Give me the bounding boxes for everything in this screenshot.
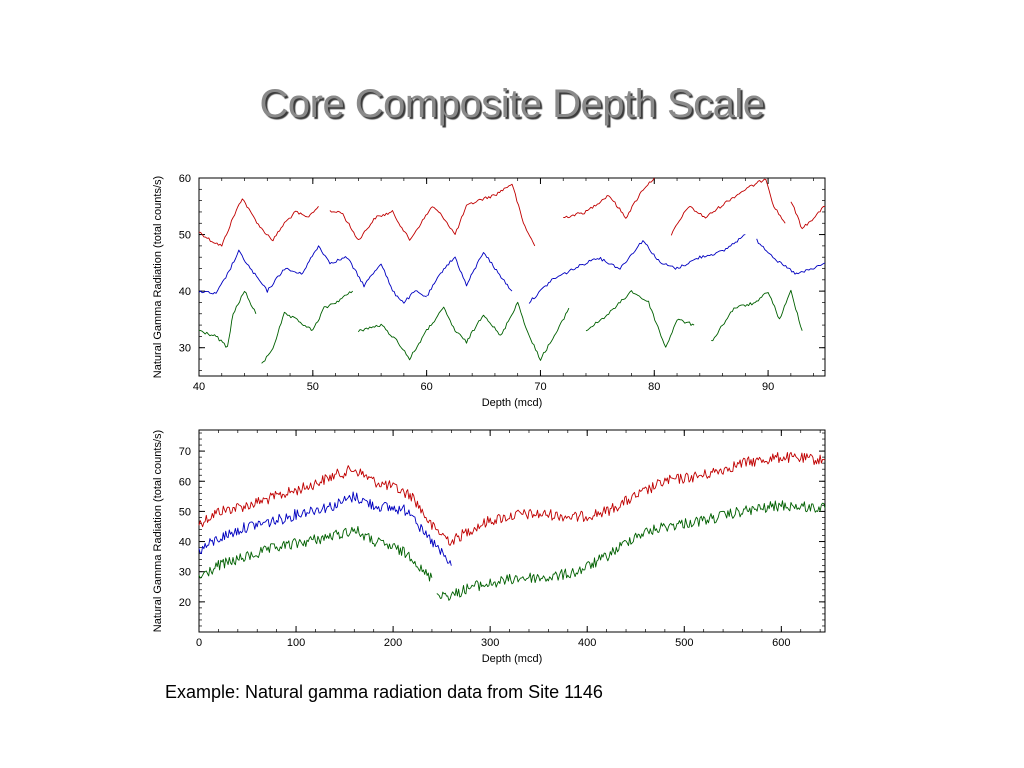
plot-frame bbox=[198, 177, 826, 377]
y-tick-label: 60 bbox=[179, 476, 191, 488]
plot-frame bbox=[198, 429, 826, 633]
x-tick-label: 90 bbox=[762, 381, 774, 393]
x-tick-label: 600 bbox=[772, 637, 790, 649]
slide-title: Core Composite Depth Scale bbox=[259, 82, 765, 126]
series-line-green bbox=[585, 290, 695, 348]
series-line-green bbox=[198, 526, 433, 582]
y-tick-label: 40 bbox=[179, 537, 191, 549]
x-tick-label: 300 bbox=[481, 637, 499, 649]
x-tick-label: 100 bbox=[287, 637, 305, 649]
x-tick-label: 200 bbox=[384, 637, 402, 649]
series-line-green bbox=[711, 289, 803, 342]
series-line-red bbox=[198, 198, 319, 247]
series-line-green bbox=[198, 290, 257, 348]
y-tick-label: 20 bbox=[179, 597, 191, 609]
series-line-blue bbox=[301, 245, 427, 304]
x-tick-label: 500 bbox=[675, 637, 693, 649]
series-line-blue bbox=[756, 238, 826, 275]
y-tick-label: 70 bbox=[179, 446, 191, 458]
x-tick-label: 70 bbox=[534, 381, 546, 393]
series-line-blue bbox=[198, 249, 302, 295]
series-line-green bbox=[261, 290, 354, 364]
x-tick-label: 40 bbox=[193, 381, 205, 393]
series-line-blue bbox=[198, 491, 452, 566]
x-axis-title: Depth (mcd) bbox=[482, 397, 543, 409]
series-line-blue bbox=[426, 252, 513, 296]
depth-chart-full-bottom: 0 100 200 300 400 500 600 20 30 40 50 60 70 Depth (mc… bbox=[152, 429, 826, 665]
y-tick-label: 60 bbox=[179, 173, 191, 185]
series-line-green bbox=[357, 301, 570, 361]
y-tick-label: 40 bbox=[179, 286, 191, 298]
y-tick-label: 30 bbox=[179, 567, 191, 579]
x-tick-label: 0 bbox=[196, 637, 202, 649]
x-tick-label: 400 bbox=[578, 637, 596, 649]
x-tick-label: 60 bbox=[421, 381, 433, 393]
y-axis-title: Natural Gamma Radiation (total counts/s) bbox=[152, 430, 164, 632]
series-line-red bbox=[563, 177, 655, 219]
x-axis-title: Depth (mcd) bbox=[482, 653, 543, 665]
y-tick-label: 30 bbox=[179, 343, 191, 355]
y-axis-title: Natural Gamma Radiation (total counts/s) bbox=[152, 176, 164, 378]
depth-chart-mcd-top: 40 50 60 70 80 90 30 40 50 60 Depth (mcd) Natural G… bbox=[152, 173, 826, 409]
series-line-red bbox=[790, 201, 826, 230]
y-tick-label: 50 bbox=[179, 230, 191, 242]
series-line-green bbox=[436, 500, 826, 601]
y-tick-label: 50 bbox=[179, 506, 191, 518]
x-tick-label: 50 bbox=[307, 381, 319, 393]
series-line-red bbox=[329, 183, 536, 247]
series-line-red bbox=[670, 178, 786, 236]
slide-caption: Example: Natural gamma radiation data fr… bbox=[165, 682, 603, 702]
series-line-red bbox=[198, 451, 826, 546]
x-tick-label: 80 bbox=[648, 381, 660, 393]
series-line-blue bbox=[528, 234, 746, 304]
